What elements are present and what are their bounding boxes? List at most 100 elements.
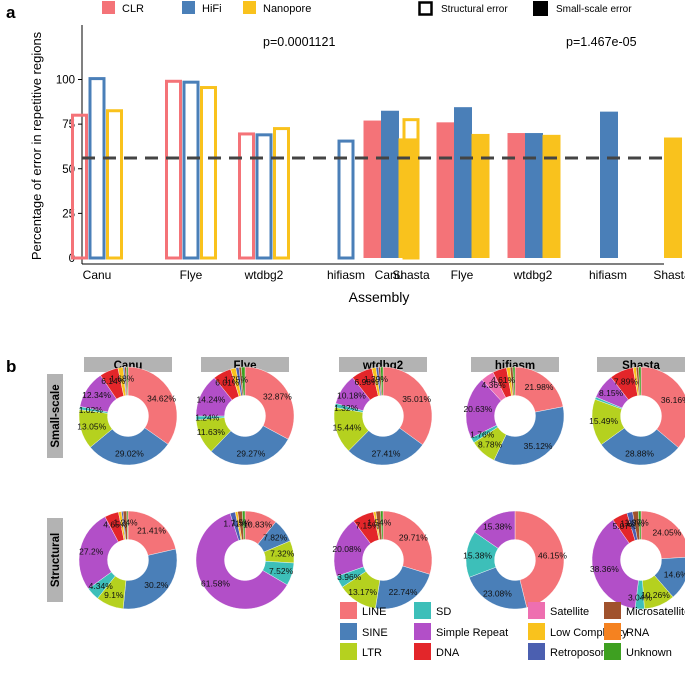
donut-small-scale-wtdbg2-label-dna: 6.98% — [354, 377, 379, 387]
donut-structural-canu-label-microsatellite: 1.24% — [114, 517, 139, 527]
strip-shasta — [597, 357, 685, 372]
donut-structural-shasta-label-microsatellite: 1.87% — [625, 518, 650, 528]
donut-small-scale-flye-slice-sine — [210, 425, 289, 466]
donut-structural-hifiasm-slice-simple-repeat — [474, 510, 516, 549]
donut-small-scale-flye-label-line: 32.87% — [263, 392, 292, 402]
donut-small-scale-hifiasm-label-sd: 1.76% — [470, 430, 495, 440]
legend-label-ltr: LTR — [362, 647, 382, 659]
bar-structural-canu-hifi — [88, 77, 106, 260]
donut-small-scale-canu-slice-line — [127, 366, 178, 445]
legend-label-nanopore: Nanopore — [263, 3, 311, 15]
donut-small-scale-wtdbg2-slice-line — [382, 366, 433, 446]
donut-structural-wtdbg2-slice-unknown — [380, 510, 384, 540]
legend-label-structural-error: Structural error — [441, 4, 508, 15]
legend-swatch-low-complexity — [528, 623, 545, 640]
donut-structural-wtdbg2-label-line: 29.71% — [399, 533, 428, 543]
bar-small-scale-wtdbg2-hifi — [525, 133, 543, 258]
legend-swatch-simple-repeat — [414, 623, 431, 640]
legend-swatch-nanopore — [243, 1, 256, 14]
donut-small-scale-canu-label-ltr: 13.05% — [77, 421, 106, 431]
donut-structural-flye-label-microsatellite: 1.5% — [231, 517, 251, 527]
bar-small-scale-flye-hifi — [454, 107, 472, 258]
legend-label-microsatellite: Microsatellite — [626, 606, 685, 618]
donut-small-scale-hifiasm-label-line: 21.98% — [525, 382, 554, 392]
legend-swatch-microsatellite — [604, 602, 621, 619]
donut-structural-shasta-label-retroposon: 1.87% — [620, 518, 645, 528]
donut-structural-shasta-label-sine: 14.6% — [664, 570, 685, 580]
donut-structural-flye-label-sd: 7.52% — [269, 566, 294, 576]
strip-canu — [84, 357, 172, 372]
donut-small-scale-wtdbg2-label-sd: 1.32% — [334, 403, 359, 413]
donut-small-scale-canu-label-simple-repeat: 12.34% — [82, 390, 111, 400]
donut-structural-shasta-label-sd: 3.04% — [628, 593, 653, 603]
legend-swatch-structural-error — [418, 1, 433, 16]
panel-a-label: a — [6, 3, 16, 22]
donut-structural-canu-label-simple-repeat: 27.2% — [79, 546, 104, 556]
bar-small-scale-wtdbg2-clr — [507, 133, 526, 258]
donut-small-scale-canu-label-dna: 6.14% — [101, 376, 126, 386]
bar-structural-wtdbg2-clr — [238, 132, 255, 260]
donut-structural-canu-slice-unknown — [126, 510, 129, 540]
x-tick-label-small-scale-shasta: Shasta — [653, 268, 685, 282]
bar-small-scale-flye-clr — [436, 122, 455, 258]
donut-small-scale-wtdbg2-slice-unknown — [380, 366, 384, 396]
donut-small-scale-canu-label-sine: 29.02% — [115, 449, 144, 459]
donut-structural-flye-label-ltr: 7.32% — [270, 549, 295, 559]
legend-label-retroposon: Retroposon — [550, 647, 607, 659]
strip-hifiasm — [471, 357, 559, 372]
donut-structural-shasta-label-ltr: 10.26% — [641, 590, 670, 600]
bar-small-scale-canu-clr — [363, 120, 382, 259]
donut-structural-hifiasm-label-line: 46.15% — [538, 550, 567, 560]
y-tick-label-100: 100 — [56, 75, 75, 87]
donut-small-scale-canu-label-sd: 1.02% — [79, 405, 104, 415]
panel-b-label: b — [6, 357, 16, 376]
donut-structural-wtdbg2-label-simple-repeat: 20.08% — [332, 544, 361, 554]
bar-small-scale-canu-hifi — [381, 110, 399, 258]
donut-structural-canu-label-sd: 4.34% — [89, 581, 114, 591]
donut-structural-hifiasm-slice-sine — [468, 567, 527, 610]
donut-structural-canu-label-dna: 4.65% — [103, 519, 128, 529]
donut-structural-shasta-label-line: 24.05% — [652, 528, 681, 538]
donut-structural-shasta-label-dna: 5.07% — [613, 521, 638, 531]
legend-label-satellite: Satellite — [550, 606, 589, 618]
donut-structural-hifiasm-label-sine: 23.08% — [483, 588, 512, 598]
donut-small-scale-shasta-slice-line — [640, 366, 685, 448]
strip-small-scale — [47, 374, 63, 458]
donut-structural-flye-label-line: 10.83% — [243, 519, 272, 529]
legend-repeat-types: LINE SD Satellite Microsatellite SINE Simple … — [340, 602, 685, 660]
legend-swatch-satellite — [528, 602, 545, 619]
donut-small-scale-shasta-label-simple-repeat: 8.15% — [599, 388, 624, 398]
bar-structural-flye-nanopore — [200, 86, 217, 260]
donut-small-scale-flye-label-dna: 6.01% — [215, 378, 240, 388]
pvalue-structural: p=0.0001121 — [263, 35, 335, 49]
legend-swatch-unknown — [604, 643, 621, 660]
donut-structural-wtdbg2-label-sd: 3.96% — [337, 572, 362, 582]
donut-small-scale-flye-label-sd: 1.24% — [195, 412, 220, 422]
donut-small-scale-hifiasm-label-sine: 35.12% — [524, 441, 553, 451]
donut-structural-wtdbg2-slice-sine — [375, 565, 431, 610]
donut-structural-wtdbg2-label-dna: 7.15% — [355, 521, 380, 531]
donut-structural-shasta-label-simple-repeat: 38.36% — [590, 564, 619, 574]
legend-label-small-scale-error: Small-scale error — [556, 4, 632, 15]
donut-structural-canu-slice-simple-repeat — [78, 516, 119, 590]
bar-structural-hifiasm-hifi — [337, 139, 355, 260]
donut-small-scale-canu-label-line: 34.62% — [147, 394, 176, 404]
legend-swatch-small-scale-error — [533, 1, 548, 16]
bar-structural-wtdbg2-nanopore — [273, 127, 290, 260]
legend-swatch-clr — [102, 1, 115, 14]
donut-small-scale-hifiasm-label-ltr: 8.78% — [478, 439, 503, 449]
donut-small-scale-shasta-label-line: 36.16% — [661, 395, 685, 405]
donut-structural-hifiasm-label-sd: 15.38% — [463, 550, 492, 560]
donut-structural-wtdbg2-label-ltr: 13.17% — [348, 587, 377, 597]
donut-small-scale-wtdbg2-label-sine: 27.41% — [372, 449, 401, 459]
donut-structural-wtdbg2-label-microsatellite: 1.54% — [367, 517, 392, 527]
bar-structural-wtdbg2-hifi — [255, 133, 273, 260]
donut-structural-wtdbg2-slice-line — [382, 510, 433, 575]
bar-small-scale-wtdbg2-nanopore — [542, 134, 561, 258]
donut-small-scale-shasta-slice-sine — [600, 427, 679, 466]
donut-grid: Canu Flye wtdbg2 hifiasm ShastaSmall-scaleSt… — [47, 357, 685, 610]
donut-structural-hifiasm-label-simple-repeat: 15.38% — [483, 522, 512, 532]
donut-small-scale-shasta-label-sine: 28.88% — [625, 449, 654, 459]
